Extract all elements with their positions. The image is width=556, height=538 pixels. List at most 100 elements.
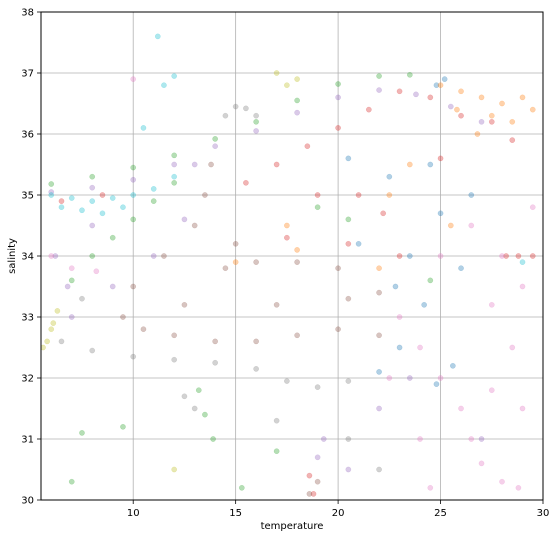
data-point: [130, 283, 137, 290]
data-point: [161, 253, 167, 259]
data-point: [454, 106, 460, 113]
data-point: [273, 301, 280, 308]
data-point: [284, 82, 290, 89]
data-point: [437, 210, 444, 217]
y-tick-label: 35: [21, 191, 34, 202]
data-point: [222, 112, 229, 119]
data-point: [294, 259, 300, 265]
data-point: [58, 204, 65, 211]
data-point: [48, 192, 55, 198]
data-point: [79, 430, 85, 436]
series-2-points: [48, 71, 434, 491]
data-point: [130, 76, 137, 82]
data-point: [171, 173, 178, 180]
data-point: [314, 454, 321, 461]
data-point: [427, 94, 434, 101]
data-point: [294, 97, 300, 104]
data-point: [437, 253, 444, 259]
data-point: [478, 94, 485, 101]
data-point: [294, 247, 300, 253]
data-point: [48, 253, 55, 259]
data-point: [171, 179, 178, 186]
data-point: [150, 253, 157, 259]
data-point: [386, 173, 393, 180]
data-point: [253, 128, 259, 134]
series-1-points: [232, 82, 536, 272]
data-point: [437, 375, 444, 381]
data-point: [376, 405, 382, 412]
data-point: [93, 268, 100, 275]
data-point: [335, 94, 341, 101]
series-0-points: [345, 76, 475, 387]
data-point: [380, 210, 387, 217]
data-points: [41, 33, 536, 497]
data-point: [509, 344, 516, 351]
data-point: [79, 207, 85, 214]
x-axis: 10 15 20 25 30: [127, 500, 549, 519]
data-point: [406, 253, 413, 259]
data-point: [273, 417, 280, 424]
data-point: [345, 216, 352, 223]
x-tick-label: 15: [229, 508, 242, 519]
data-point: [365, 106, 372, 113]
data-point: [335, 81, 341, 87]
data-point: [89, 184, 96, 191]
data-point: [376, 265, 382, 272]
data-point: [212, 359, 219, 366]
data-point: [89, 173, 96, 180]
data-point: [171, 73, 178, 79]
data-point: [488, 301, 495, 308]
data-point: [519, 259, 526, 265]
data-point: [181, 393, 188, 400]
y-tick-label: 30: [21, 496, 34, 507]
data-point: [154, 33, 161, 40]
data-point: [355, 192, 362, 198]
data-point: [306, 472, 313, 479]
data-point: [89, 347, 96, 354]
data-point: [64, 283, 71, 290]
data-point: [376, 73, 382, 79]
data-point: [488, 112, 495, 119]
y-tick-label: 34: [21, 252, 34, 263]
data-point: [191, 405, 198, 412]
data-point: [488, 118, 495, 125]
y-tick-label: 38: [21, 8, 34, 19]
data-point: [386, 192, 393, 198]
data-point: [243, 179, 249, 186]
data-point: [130, 192, 137, 198]
y-tick-label: 31: [21, 435, 34, 446]
data-point: [68, 265, 75, 272]
data-point: [447, 103, 454, 110]
data-point: [99, 192, 106, 198]
series-7-points: [58, 103, 382, 473]
data-point: [509, 118, 516, 125]
data-point: [427, 161, 434, 168]
x-tick-label: 10: [127, 508, 140, 519]
data-point: [437, 155, 444, 162]
data-point: [314, 384, 321, 390]
data-point: [109, 195, 116, 201]
data-point: [392, 283, 399, 290]
data-point: [509, 137, 516, 143]
data-point: [529, 106, 536, 113]
data-point: [140, 326, 147, 333]
data-point: [376, 369, 382, 375]
data-point: [437, 82, 444, 89]
data-point: [458, 112, 464, 119]
data-point: [130, 164, 137, 171]
data-point: [499, 253, 505, 259]
data-point: [191, 222, 198, 229]
data-point: [89, 222, 96, 229]
data-point: [109, 283, 116, 290]
series-4-points: [48, 87, 485, 473]
data-point: [99, 210, 106, 217]
data-point: [345, 240, 352, 247]
data-point: [171, 152, 178, 159]
data-point: [284, 234, 290, 241]
data-point: [58, 338, 65, 345]
data-point: [345, 378, 352, 384]
data-point: [195, 387, 202, 394]
data-point: [294, 109, 300, 116]
data-point: [376, 466, 382, 473]
x-axis-label: temperature: [261, 521, 324, 532]
